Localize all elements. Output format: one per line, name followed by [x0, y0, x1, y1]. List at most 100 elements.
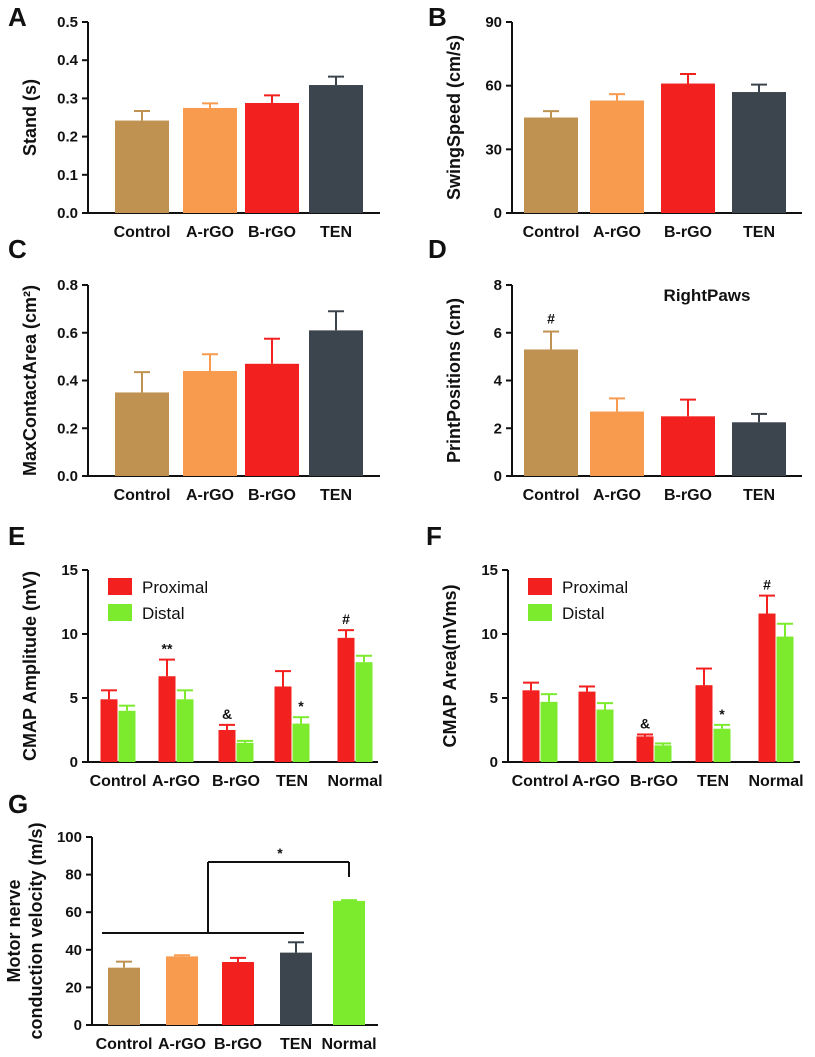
- y-tick-label: 30: [485, 141, 502, 158]
- legend-label: Distal: [562, 604, 605, 623]
- bar: [522, 690, 540, 762]
- bar: [166, 956, 198, 1025]
- y-tick-label: 0.1: [57, 167, 78, 184]
- significance-mark: *: [277, 845, 283, 861]
- bar: [524, 349, 578, 476]
- y-tick-label: 0: [70, 754, 78, 771]
- x-tick-label: Control: [96, 1036, 153, 1053]
- bar: [732, 92, 786, 213]
- significance-mark: #: [342, 611, 350, 627]
- y-axis-title-line: Motor nerve: [4, 879, 24, 982]
- x-tick-label: B-rGO: [248, 224, 296, 241]
- y-axis-title: CMAP Amplitude (mV): [20, 571, 40, 761]
- y-tick-label: 15: [481, 562, 498, 579]
- y-tick-label: 80: [65, 867, 82, 884]
- bar: [100, 699, 118, 762]
- bar: [218, 730, 236, 762]
- panel-letter: C: [8, 234, 27, 264]
- bar: [333, 900, 365, 1025]
- bar: [355, 662, 373, 762]
- significance-mark: *: [298, 698, 304, 714]
- panel-letter: A: [8, 2, 27, 32]
- bar: [236, 742, 254, 762]
- bar: [590, 411, 644, 476]
- bar: [176, 699, 194, 762]
- bar: [292, 723, 310, 762]
- x-tick-label: TEN: [320, 487, 352, 504]
- y-tick-label: 15: [61, 562, 78, 579]
- x-tick-label: Control: [114, 224, 171, 241]
- legend-swatch: [108, 578, 132, 595]
- bar: [309, 85, 363, 213]
- y-tick-label: 0: [74, 1017, 82, 1034]
- x-tick-label: B-rGO: [630, 773, 678, 790]
- bar: [578, 691, 596, 762]
- y-tick-label: 0: [494, 468, 502, 485]
- significance-mark: &: [222, 706, 232, 722]
- y-tick-label: 40: [65, 942, 82, 959]
- y-tick-label: 2: [494, 420, 502, 437]
- x-tick-label: A-rGO: [158, 1036, 206, 1053]
- y-tick-label: 0.5: [57, 14, 78, 31]
- bar: [661, 83, 715, 214]
- y-tick-label: 8: [494, 277, 502, 294]
- bar: [524, 117, 578, 213]
- y-tick-label: 10: [481, 626, 498, 643]
- x-tick-label: A-rGO: [186, 224, 234, 241]
- x-tick-label: B-rGO: [214, 1036, 262, 1053]
- bar: [222, 962, 254, 1025]
- x-tick-label: Normal: [327, 773, 382, 790]
- bar: [115, 120, 169, 213]
- x-tick-label: Normal: [321, 1036, 376, 1053]
- bar: [280, 952, 312, 1025]
- y-axis-title: Stand (s): [20, 79, 40, 156]
- bar: [758, 613, 776, 762]
- x-tick-label: TEN: [743, 224, 775, 241]
- bar: [540, 701, 558, 762]
- x-tick-label: Control: [523, 487, 580, 504]
- bar: [590, 100, 644, 213]
- y-tick-label: 0.8: [57, 277, 78, 294]
- x-tick-label: A-rGO: [572, 773, 620, 790]
- y-tick-label: 0.3: [57, 90, 78, 107]
- y-tick-label: 5: [490, 690, 498, 707]
- x-tick-label: B-rGO: [212, 773, 260, 790]
- x-tick-label: Normal: [748, 773, 803, 790]
- y-tick-label: 6: [494, 325, 502, 342]
- y-tick-label: 0: [494, 205, 502, 222]
- bar: [695, 685, 713, 762]
- y-tick-label: 10: [61, 626, 78, 643]
- x-tick-label: A-rGO: [152, 773, 200, 790]
- legend-label: Proximal: [142, 578, 208, 597]
- significance-mark: #: [763, 577, 771, 593]
- y-tick-label: 0.6: [57, 325, 78, 342]
- panel-letter: E: [8, 521, 25, 551]
- panel-letter: D: [428, 234, 447, 264]
- bar: [183, 370, 237, 476]
- panel-letter: G: [8, 789, 28, 819]
- bar: [636, 736, 654, 762]
- y-tick-label: 0.4: [57, 52, 79, 69]
- x-tick-label: Control: [90, 773, 147, 790]
- x-tick-label: B-rGO: [664, 487, 712, 504]
- y-tick-label: 0.2: [57, 420, 78, 437]
- y-tick-label: 5: [70, 690, 78, 707]
- y-tick-label: 90: [485, 14, 502, 31]
- y-axis-title: CMAP Area(mVms): [440, 584, 460, 747]
- panel-letter: B: [428, 2, 447, 32]
- significance-mark: #: [547, 311, 555, 327]
- bar: [108, 967, 140, 1025]
- y-tick-label: 100: [57, 829, 82, 846]
- bar: [661, 416, 715, 476]
- y-axis-title: PrintPositions (cm): [444, 298, 464, 463]
- bar: [337, 637, 355, 762]
- x-tick-label: B-rGO: [664, 224, 712, 241]
- significance-mark: &: [640, 715, 650, 731]
- y-tick-label: 0.0: [57, 468, 78, 485]
- bar: [245, 363, 299, 476]
- bar: [183, 107, 237, 213]
- legend-swatch: [528, 578, 552, 595]
- x-tick-label: Control: [114, 487, 171, 504]
- bar: [118, 710, 136, 762]
- x-tick-label: TEN: [743, 487, 775, 504]
